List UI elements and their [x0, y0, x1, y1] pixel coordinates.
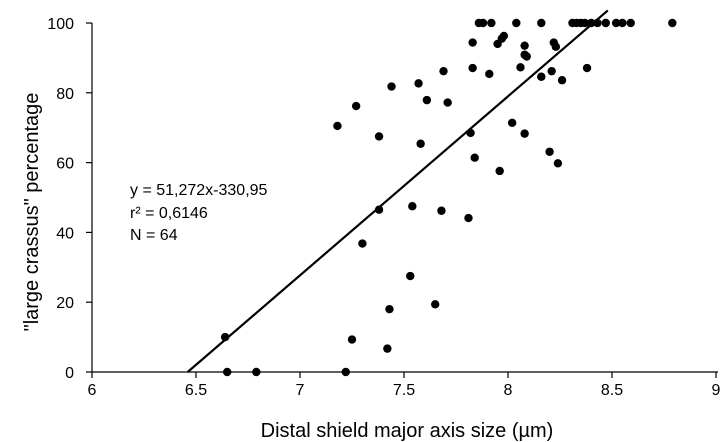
data-point: [422, 95, 432, 105]
data-point: [443, 98, 452, 107]
x-tick-label: 7: [296, 382, 305, 399]
data-point: [522, 52, 531, 61]
data-point: [333, 121, 342, 131]
data-point: [553, 159, 563, 168]
data-point: [431, 300, 440, 309]
regression-annotation: y = 51,272x-330,95 r² = 0,6146 N = 64: [130, 182, 268, 244]
x-tick-label: 7.5: [393, 382, 415, 399]
data-point: [618, 18, 627, 28]
data-point: [611, 18, 621, 28]
trendline: [186, 9, 609, 373]
data-point: [512, 18, 521, 28]
data-point: [487, 18, 496, 28]
data-point: [601, 18, 610, 28]
data-point: [537, 18, 546, 28]
data-point: [582, 63, 592, 73]
data-point: [516, 63, 525, 72]
data-point: [385, 304, 394, 314]
data-point: [351, 101, 361, 111]
data-point: [545, 147, 554, 156]
x-tick-label: 8: [504, 382, 513, 399]
data-point: [668, 18, 677, 28]
data-point: [406, 271, 415, 281]
y-tick-label: 80: [56, 86, 74, 103]
r-squared-label: r² = 0,6146: [130, 205, 208, 222]
x-tick-label: 6.5: [185, 382, 207, 399]
data-point: [547, 66, 556, 76]
data-point: [537, 72, 546, 81]
equation-label: y = 51,272x-330,95: [130, 182, 268, 199]
data-point: [416, 139, 425, 148]
data-points: [220, 18, 677, 377]
y-tick-label: 100: [47, 16, 74, 33]
data-point: [374, 205, 384, 214]
y-ticks: 0 20 40 60 80 100: [47, 16, 92, 382]
y-tick-label: 40: [56, 225, 74, 242]
x-ticks: 6 6.5 7 7.5 8 8.5 9: [88, 372, 720, 399]
data-point: [495, 166, 504, 176]
data-point: [341, 367, 350, 377]
data-point: [358, 239, 367, 248]
y-axis-title: "large crassus" percentage: [21, 93, 43, 332]
data-point: [580, 18, 590, 28]
data-point: [408, 202, 417, 211]
data-point: [414, 79, 423, 88]
x-tick-label: 6: [88, 382, 97, 399]
data-point: [347, 335, 357, 344]
data-point: [478, 18, 488, 28]
data-point: [464, 213, 473, 223]
data-point: [557, 76, 567, 85]
data-point: [439, 66, 448, 76]
data-point: [387, 82, 396, 91]
data-point: [383, 344, 392, 353]
data-point: [499, 31, 509, 41]
data-point: [374, 132, 384, 141]
data-point: [485, 69, 494, 79]
x-tick-label: 9: [712, 382, 720, 399]
y-tick-label: 20: [56, 295, 74, 312]
data-point: [437, 206, 446, 215]
x-tick-label: 8.5: [601, 382, 623, 399]
y-tick-label: 0: [65, 365, 74, 382]
data-point: [507, 118, 517, 128]
n-label: N = 64: [130, 227, 178, 244]
data-point: [587, 18, 596, 28]
y-tick-label: 60: [56, 156, 74, 173]
data-point: [468, 63, 477, 73]
data-point: [520, 41, 529, 50]
data-point: [468, 38, 477, 47]
data-point: [470, 153, 479, 162]
data-point: [520, 129, 529, 138]
x-axis-title: Distal shield major axis size (µm): [261, 420, 554, 442]
data-point: [626, 18, 635, 28]
data-point: [252, 367, 261, 377]
data-point: [223, 367, 232, 377]
data-point: [551, 42, 561, 51]
